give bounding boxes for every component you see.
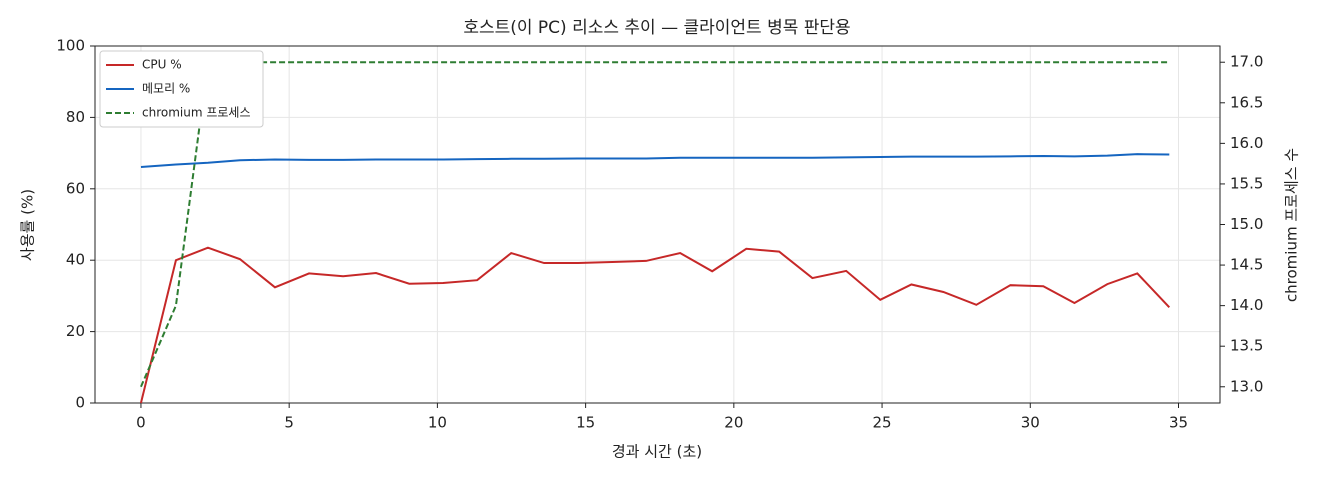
plot-frame bbox=[94, 45, 1221, 404]
x-tick-label: 15 bbox=[576, 414, 595, 432]
x-tick-label: 20 bbox=[724, 414, 743, 432]
y2-tick-label: 13.5 bbox=[1230, 337, 1263, 355]
y-tick-label: 60 bbox=[66, 179, 85, 197]
legend-label: CPU % bbox=[142, 58, 182, 72]
y2-tick-label: 15.0 bbox=[1230, 215, 1263, 233]
legend-label: chromium 프로세스 bbox=[142, 106, 251, 120]
x-tick-label: 30 bbox=[1021, 414, 1040, 432]
y-tick-label: 0 bbox=[75, 394, 85, 412]
series-line bbox=[140, 61, 1170, 388]
y2-tick-label: 14.5 bbox=[1230, 256, 1263, 274]
y-axis-label: 사용률 (%) bbox=[19, 189, 37, 261]
y2-tick-label: 13.0 bbox=[1230, 377, 1263, 395]
x-tick-label: 25 bbox=[873, 414, 892, 432]
y-tick-label: 100 bbox=[56, 37, 85, 55]
y-tick-label: 80 bbox=[66, 108, 85, 126]
series-line bbox=[140, 153, 1170, 169]
x-tick-label: 35 bbox=[1169, 414, 1188, 432]
x-tick-label: 5 bbox=[284, 414, 294, 432]
y-tick-label: 40 bbox=[66, 251, 85, 269]
legend-box bbox=[99, 50, 264, 128]
series-line bbox=[139, 246, 1171, 404]
legend-label: 메모리 % bbox=[142, 82, 190, 96]
x-tick-label: 0 bbox=[136, 414, 146, 432]
y2-tick-label: 16.5 bbox=[1230, 93, 1263, 111]
y2-tick-label: 16.0 bbox=[1230, 134, 1263, 152]
x-axis-label: 경과 시간 (초) bbox=[612, 443, 702, 461]
y2-tick-label: 15.5 bbox=[1230, 174, 1263, 192]
y2-tick-label: 17.0 bbox=[1230, 53, 1263, 71]
y-tick-label: 20 bbox=[66, 322, 85, 340]
y2-tick-label: 14.0 bbox=[1230, 296, 1263, 314]
x-tick-label: 10 bbox=[428, 414, 447, 432]
y2-axis-label: chromium 프로세스 수 bbox=[1283, 148, 1301, 302]
legend: CPU % 메모리 % chromium 프로세스 bbox=[99, 50, 264, 128]
chart-title: 호스트(이 PC) 리소스 추이 — 클라이언트 병목 판단용 bbox=[463, 18, 850, 38]
